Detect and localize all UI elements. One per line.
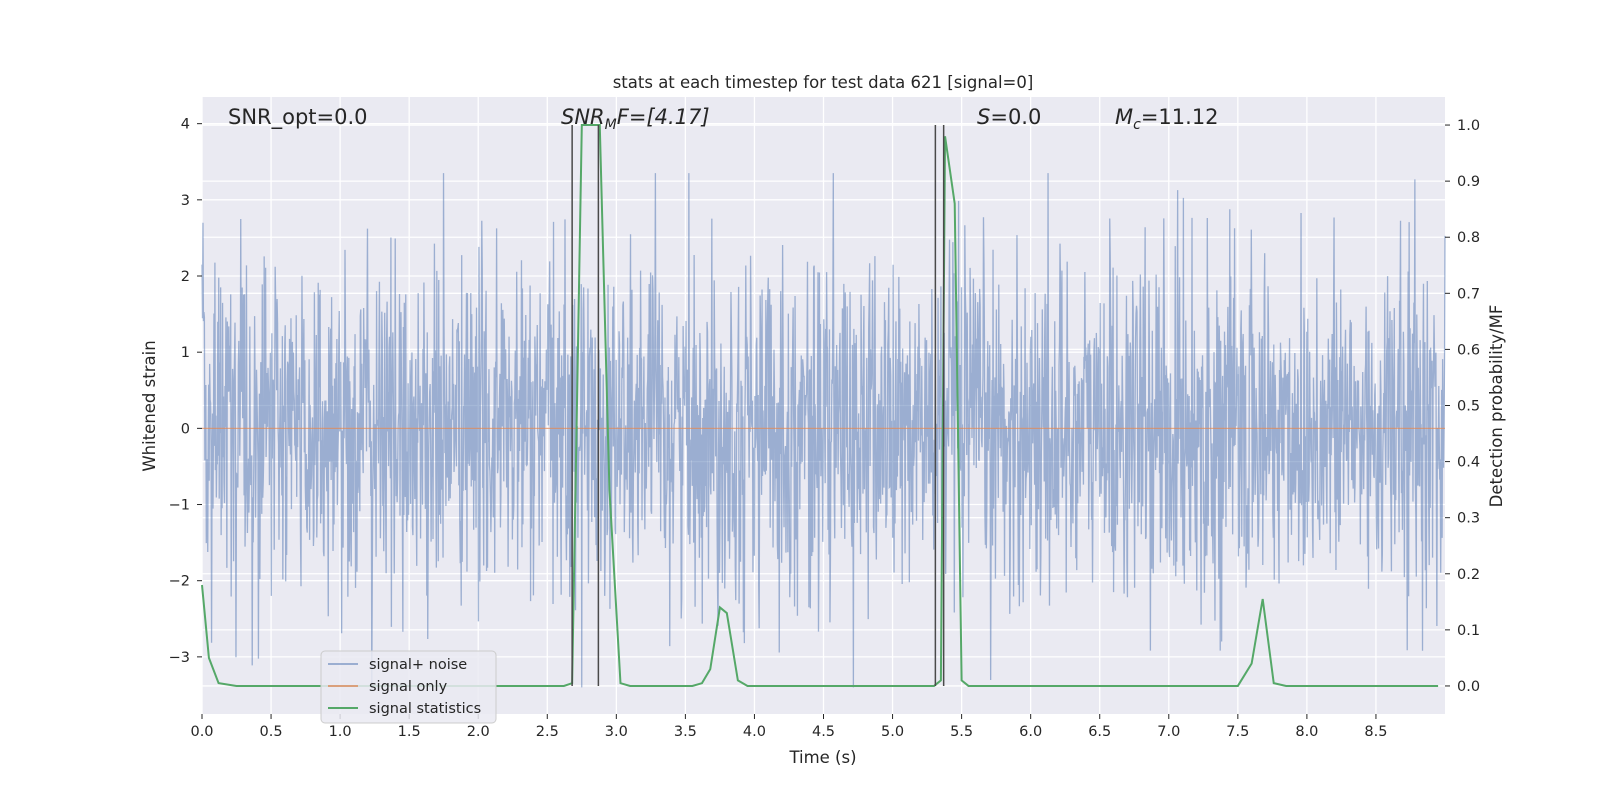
x-tick-label: 1.0 [329,724,352,740]
annotation-snr-opt: SNR_opt=0.0 [228,105,368,130]
x-tick-label: 3.5 [674,724,697,740]
y-right-tick-label: 0.7 [1457,286,1480,302]
x-tick-label: 0.0 [190,724,213,740]
y-right-tick-label: 0.9 [1457,174,1480,190]
y-right-tick-label: 1.0 [1457,118,1480,134]
y-right-tick-label: 0.1 [1457,623,1480,639]
x-tick-label: 7.0 [1157,724,1180,740]
chart-title: stats at each timestep for test data 621… [613,73,1034,92]
x-tick-label: 0.5 [260,724,283,740]
y-right-axis-label: Detection probability/MF [1487,305,1506,508]
legend: signal+ noise signal only signal statist… [320,650,497,724]
x-tick-label: 4.0 [743,724,766,740]
x-tick-label: 6.0 [1019,724,1042,740]
y-left-tick-label: 3 [181,193,190,209]
x-tick-label: 2.5 [536,724,559,740]
y-right-tick-label: 0.0 [1457,679,1480,695]
y-left-tick-label: 4 [181,117,190,133]
line-series [201,124,1445,687]
y-right-tick-label: 0.4 [1457,455,1480,471]
y-right-ticks: 1.0 0.9 0.8 0.7 0.6 0.5 0.4 0.3 0.2 0.1 0.0 [1445,118,1480,695]
x-tick-label: 2.0 [467,724,490,740]
legend-label-signal-only: signal only [369,679,448,695]
x-tick-label: 8.5 [1364,724,1387,740]
x-tick-label: 6.5 [1088,724,1111,740]
x-tick-label: 8.0 [1295,724,1318,740]
x-tick-label: 4.5 [812,724,835,740]
x-tick-label: 3.0 [605,724,628,740]
y-right-tick-label: 0.8 [1457,230,1480,246]
y-right-tick-label: 0.5 [1457,399,1480,415]
x-ticks: 0.0 0.5 1.0 1.5 2.0 2.5 3.0 3.5 4.0 4.5 5.0 5.5 6.0 6… [190,714,1387,740]
x-tick-label: 5.5 [950,724,973,740]
signal-noise-series [201,173,1446,688]
legend-box [320,650,497,724]
x-tick-label: 7.5 [1226,724,1249,740]
x-tick-label: 5.0 [881,724,904,740]
y-left-tick-label: −3 [169,650,190,666]
annotation-s: S=0.0 [977,105,1041,129]
y-left-ticks: 4 3 2 1 0 −1 −2 −3 [169,117,202,666]
annotation-mc: Mc=11.12 [1115,105,1219,133]
legend-label-signal-statistics: signal statistics [369,701,481,717]
y-right-tick-label: 0.6 [1457,342,1480,358]
series-signal-noise [201,173,1446,688]
vertical-markers [571,125,945,686]
y-right-tick-label: 0.3 [1457,511,1480,527]
y-left-tick-label: 0 [181,421,190,437]
x-axis-label: Time (s) [788,748,856,767]
y-left-tick-label: 2 [181,269,190,285]
y-left-tick-label: −1 [169,498,190,514]
annotation-snr-mf: SNRMF=[4.17] [561,105,710,133]
y-left-tick-label: 1 [181,345,190,361]
legend-label-signal-noise: signal+ noise [369,657,467,673]
y-right-tick-label: 0.2 [1457,567,1480,583]
y-left-axis-label: Whitened strain [140,340,159,471]
y-left-tick-label: −2 [169,574,190,590]
x-tick-label: 1.5 [398,724,421,740]
series-signal-statistics [201,124,1439,687]
